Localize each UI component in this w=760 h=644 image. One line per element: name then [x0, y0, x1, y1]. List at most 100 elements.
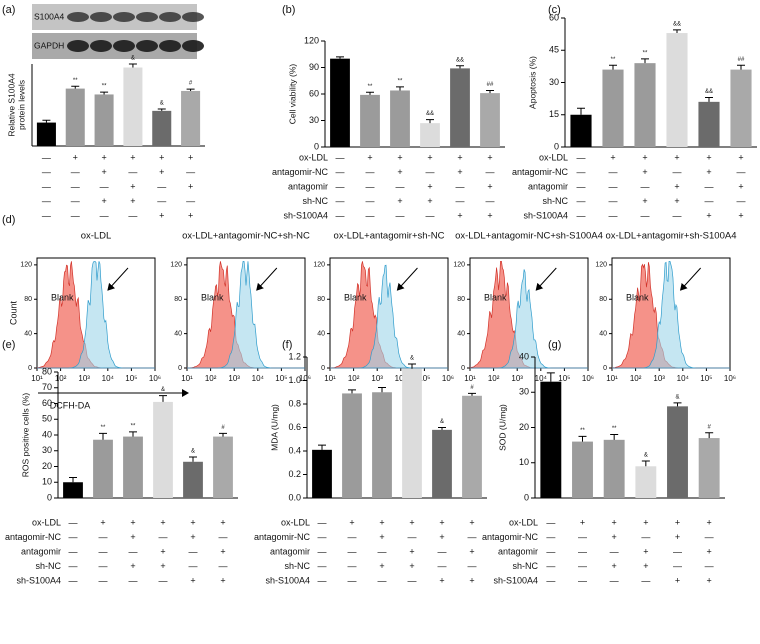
bar — [570, 114, 592, 147]
condition-sign: — — [468, 561, 477, 571]
condition-sign: + — [738, 181, 743, 191]
condition-sign: — — [546, 532, 555, 542]
condition-sign: — — [336, 167, 345, 177]
condition-sign: — — [468, 532, 477, 542]
condition-sign: — — [578, 532, 587, 542]
condition-sign: — — [100, 181, 109, 191]
x-tick-label: 10² — [55, 374, 67, 383]
condition-sign: — — [348, 575, 357, 585]
condition-sign: + — [427, 196, 432, 206]
condition-sign: + — [738, 210, 743, 220]
condition-sign: + — [367, 152, 372, 162]
condition-sign: + — [706, 210, 711, 220]
condition-sign: + — [379, 561, 384, 571]
y-tick-label: 120 — [20, 262, 32, 269]
bar — [123, 436, 143, 498]
condition-label: antagomir — [288, 181, 328, 191]
significance: & — [161, 387, 165, 393]
error-bar — [128, 63, 137, 68]
y-tick-label: 50 — [42, 414, 52, 424]
y-tick-label: 30 — [42, 445, 52, 455]
condition-sign: — — [318, 532, 327, 542]
condition-sign: + — [707, 575, 712, 585]
condition-sign: + — [675, 532, 680, 542]
blot-band — [67, 12, 89, 22]
condition-sign: + — [349, 517, 354, 527]
significance: ** — [612, 426, 617, 432]
condition-sign: — — [157, 181, 166, 191]
condition-sign: — — [705, 561, 714, 571]
significance: ** — [101, 425, 106, 431]
error-bar — [378, 387, 386, 393]
condition-sign: — — [42, 210, 51, 220]
condition-label: sh-NC — [284, 561, 310, 571]
condition-sign: — — [71, 196, 80, 206]
condition-sign: — — [577, 196, 586, 206]
condition-sign: — — [577, 181, 586, 191]
y-tick-label: 1.2 — [288, 351, 301, 361]
condition-label: ox-LDL — [509, 517, 538, 527]
x-tick-label: 10¹ — [606, 374, 618, 383]
error-bar — [366, 91, 374, 95]
condition-label: sh-NC — [302, 196, 328, 206]
blot-label: GAPDH — [34, 40, 64, 50]
y-tick-label: 15 — [549, 109, 559, 119]
error-bar — [396, 86, 404, 91]
condition-sign: + — [190, 532, 195, 542]
condition-label: sh-S100A4 — [493, 575, 538, 585]
condition-sign: — — [336, 210, 345, 220]
condition-sign: + — [706, 167, 711, 177]
significance: ** — [611, 57, 616, 63]
condition-sign: — — [42, 167, 51, 177]
condition-sign: + — [487, 181, 492, 191]
condition-sign: — — [71, 181, 80, 191]
condition-sign: + — [159, 210, 164, 220]
error-bar — [426, 119, 434, 124]
condition-label: sh-S100A4 — [523, 210, 568, 220]
error-bar — [705, 97, 713, 102]
condition-sign: + — [439, 575, 444, 585]
x-tick-label: 10⁵ — [275, 374, 287, 383]
condition-label: antagomir — [21, 546, 61, 556]
condition-label: sh-NC — [35, 561, 61, 571]
y-axis-label: Relative S100A4 — [6, 73, 16, 137]
condition-sign: + — [409, 546, 414, 556]
x-tick-label: 10⁵ — [700, 374, 712, 383]
y-tick-label: 0 — [47, 492, 52, 502]
condition-sign: + — [469, 575, 474, 585]
condition-sign: + — [457, 210, 462, 220]
condition-sign: + — [487, 210, 492, 220]
error-bar — [456, 65, 464, 69]
bar — [153, 401, 173, 498]
y-tick-label: 40 — [317, 330, 325, 337]
condition-sign: + — [130, 152, 135, 162]
error-bar — [157, 108, 166, 111]
y-tick-label: 80 — [599, 296, 607, 303]
condition-label: sh-NC — [512, 561, 538, 571]
histogram-title: ox-LDL+antagomir+sh-S100A4 — [606, 231, 737, 242]
blot-band — [113, 12, 135, 22]
x-tick-label: 10³ — [511, 374, 523, 383]
condition-sign: + — [738, 152, 743, 162]
condition-sign: + — [220, 546, 225, 556]
condition-label: antagomir-NC — [272, 167, 329, 177]
condition-sign: — — [128, 210, 137, 220]
blank-label: Blank — [344, 292, 367, 302]
blot-band — [182, 12, 204, 22]
condition-label: antagomir-NC — [512, 167, 569, 177]
significance: ** — [398, 79, 403, 85]
x-tick-label: 10² — [348, 374, 360, 383]
bar — [312, 449, 332, 498]
x-tick-label: 10⁵ — [125, 374, 137, 383]
condition-sign: — — [366, 210, 375, 220]
condition-sign: + — [642, 196, 647, 206]
condition-sign: — — [366, 196, 375, 206]
bar — [667, 406, 688, 498]
error-bar — [159, 395, 167, 402]
significance: && — [426, 111, 434, 117]
condition-sign: — — [610, 546, 619, 556]
significance: && — [673, 21, 681, 27]
y-tick-label: 0.8 — [288, 398, 301, 408]
bar — [634, 63, 656, 147]
condition-sign: — — [426, 210, 435, 220]
